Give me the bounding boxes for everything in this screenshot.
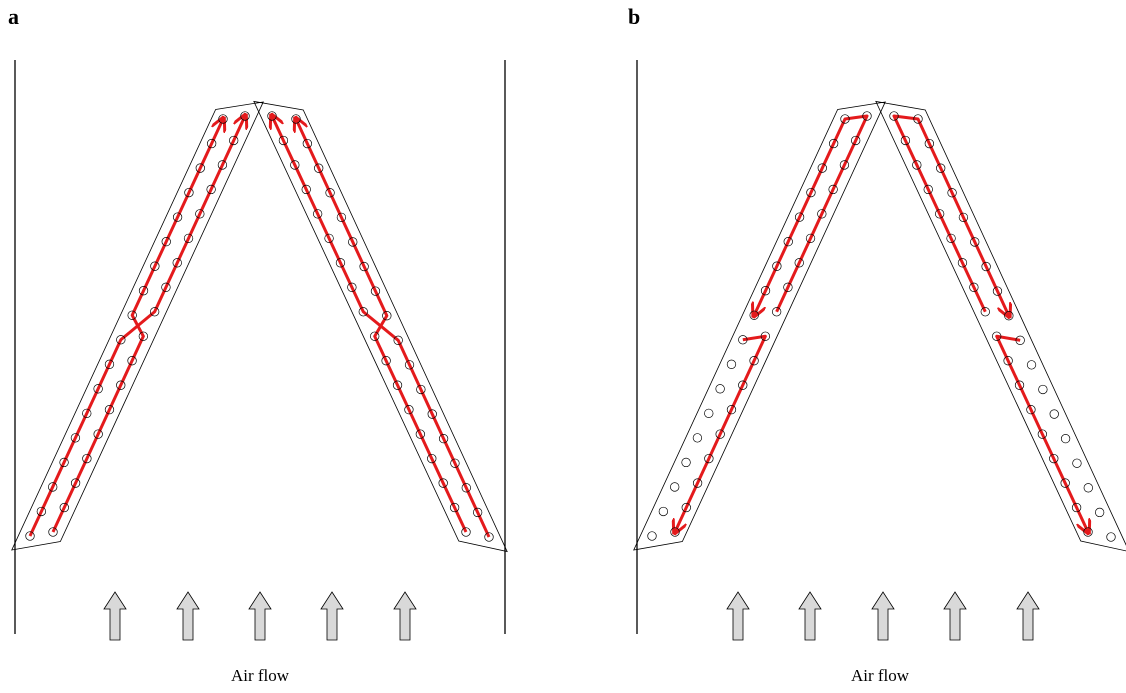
tube [1039,385,1048,394]
slab-outline [634,102,886,550]
tube [693,434,702,443]
airflow-arrow-icon [104,592,126,640]
refrigerant-circuit [894,116,1009,316]
airflow-arrow-icon [872,592,894,640]
airflow-arrow-icon [799,592,821,640]
tube [1027,361,1036,370]
tube [1084,484,1093,493]
tube [1073,459,1082,468]
tube [659,507,668,516]
tube [670,483,679,492]
tube [1107,533,1116,542]
refrigerant-circuit [754,116,867,315]
tube [727,360,736,369]
tube [704,409,713,418]
airflow-arrow-icon [249,592,271,640]
tube [716,385,725,394]
airflow-arrow-icon [1017,592,1039,640]
tube [1095,508,1104,517]
airflow-arrow-icon [944,592,966,640]
coil-slab [254,101,507,551]
tube [1061,434,1070,443]
tube [1050,410,1059,419]
airflow-arrow-icon [727,592,749,640]
coil-slab [634,102,886,550]
tube [682,458,691,467]
slab-outline [876,101,1126,551]
refrigerant-circuit [296,119,466,532]
coil-slab [12,102,264,550]
refrigerant-circuit [675,336,765,532]
refrigerant-circuit [997,336,1088,532]
airflow-arrow-icon [321,592,343,640]
tube [648,532,657,541]
airflow-arrow-icon [394,592,416,640]
coil-slab [876,101,1126,551]
airflow-arrow-icon [177,592,199,640]
refrigerant-circuit [53,119,223,532]
